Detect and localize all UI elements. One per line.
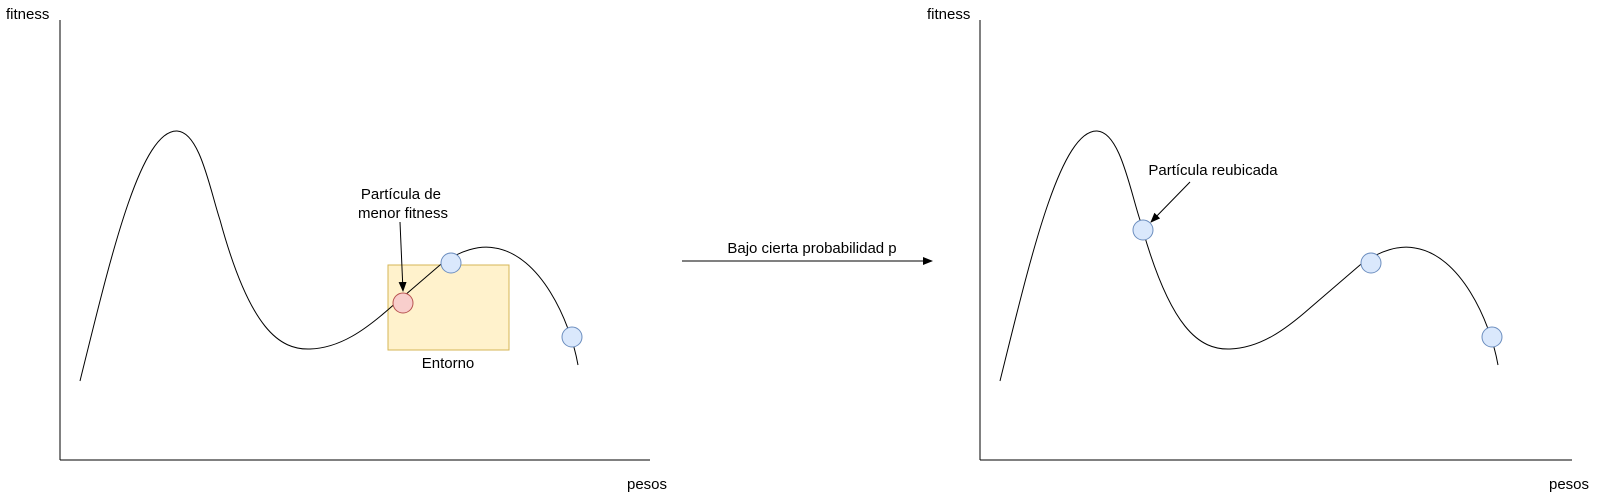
transition-label: Bajo cierta probabilidad p xyxy=(727,240,896,257)
particle xyxy=(1360,252,1382,274)
worst-particle-label-line2: menor fitness xyxy=(358,205,448,222)
worst-fitness-particle xyxy=(392,292,414,314)
right-panel: fitness pesos Partícula reubicada xyxy=(927,6,1589,493)
relocated-particle-arrow xyxy=(1150,181,1191,223)
worst-particle-arrow xyxy=(398,221,407,292)
relocated-particle xyxy=(1132,219,1154,241)
right-y-axis-label: fitness xyxy=(927,6,970,23)
particle xyxy=(561,326,583,348)
transition: Bajo cierta probabilidad p xyxy=(682,240,933,265)
worst-particle-label: Partícula de menor fitness xyxy=(358,186,448,222)
left-panel: fitness pesos Entorno Partícula de menor… xyxy=(6,6,667,493)
worst-particle-label-line1: Partícula de xyxy=(361,186,441,203)
neighborhood-label: Entorno xyxy=(422,355,475,372)
left-y-axis-label: fitness xyxy=(6,6,49,23)
left-fitness-curve xyxy=(79,130,579,382)
particle xyxy=(1481,326,1503,348)
relocated-particle-label: Partícula reubicada xyxy=(1148,162,1278,179)
right-fitness-curve xyxy=(999,130,1499,382)
particle xyxy=(440,252,462,274)
right-x-axis-label: pesos xyxy=(1549,476,1589,493)
left-x-axis-label: pesos xyxy=(627,476,667,493)
